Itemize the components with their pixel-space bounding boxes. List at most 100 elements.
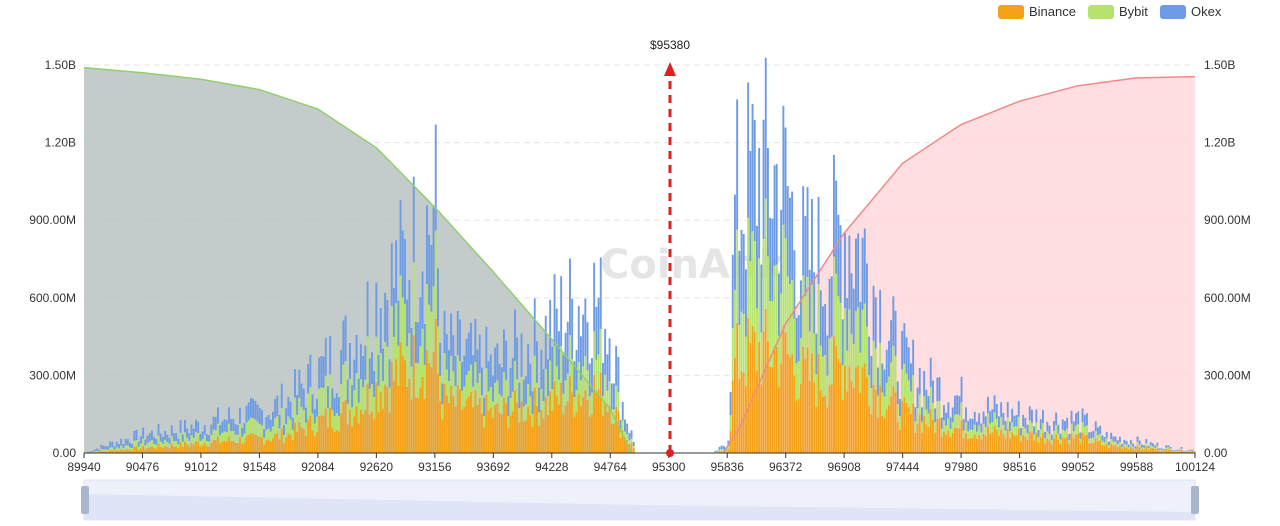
bar-segment-okex — [410, 328, 413, 367]
bar-segment-binance — [1147, 449, 1150, 453]
bar-segment-bybit — [542, 401, 545, 419]
bar-segment-okex — [731, 254, 734, 329]
bar-segment-bybit — [302, 410, 305, 429]
zoom-slider-left-handle[interactable] — [81, 486, 89, 514]
bar-segment-binance — [263, 444, 266, 453]
bar-segment-bybit — [771, 301, 774, 368]
bar-segment-bybit — [1105, 438, 1108, 444]
bar-segment-okex — [905, 337, 908, 374]
bar-segment-binance — [533, 387, 536, 453]
bar-segment-bybit — [311, 413, 314, 431]
bar-segment-bybit — [397, 345, 400, 386]
bar-segment-okex — [1013, 415, 1016, 427]
x-tick-label: 100124 — [1175, 460, 1215, 474]
bar-segment-binance — [1075, 434, 1077, 453]
bar-segment-okex — [223, 419, 226, 432]
bar-segment-binance — [762, 331, 765, 453]
bar-segment-bybit — [201, 439, 204, 446]
bar-segment-okex — [342, 320, 345, 365]
zoom-slider-right-handle[interactable] — [1191, 486, 1199, 514]
bar-segment-bybit — [232, 431, 235, 441]
legend-item-binance[interactable]: Binance — [998, 4, 1076, 19]
bar-segment-binance — [980, 439, 983, 453]
bar-segment-bybit — [111, 447, 114, 451]
bar-segment-okex — [1017, 401, 1020, 417]
bar-segment-binance — [228, 436, 230, 453]
bar-segment-okex — [1033, 426, 1036, 435]
bar-segment-binance — [998, 435, 1000, 453]
bar-segment-binance — [1013, 435, 1016, 453]
y-tick-label-right: 600.00M — [1204, 291, 1251, 305]
bar-segment-bybit — [1013, 426, 1016, 436]
bar-segment-okex — [615, 346, 618, 386]
bar-segment-binance — [364, 409, 367, 453]
bar-segment-okex — [362, 356, 365, 388]
x-tick-label: 97444 — [886, 460, 920, 474]
bar-segment-okex — [1061, 419, 1064, 430]
bar-segment-bybit — [505, 379, 508, 404]
bar-segment-binance — [571, 392, 574, 453]
bar-segment-bybit — [837, 296, 840, 360]
bar-segment-bybit — [217, 423, 219, 437]
x-tick-label: 93692 — [477, 460, 511, 474]
bar-segment-bybit — [1011, 422, 1014, 433]
bar-segment-binance — [1094, 438, 1097, 453]
bar-segment-okex — [175, 433, 178, 441]
bar-segment-okex — [718, 446, 721, 450]
bar-segment-binance — [256, 435, 259, 453]
zoom-slider[interactable] — [81, 479, 1199, 521]
bar-segment-okex — [434, 124, 437, 231]
bar-segment-okex — [298, 369, 301, 398]
bar-segment-okex — [1015, 415, 1018, 427]
bar-segment-bybit — [203, 435, 206, 443]
x-tick-label: 92084 — [301, 460, 335, 474]
bar-segment-okex — [943, 405, 945, 421]
bar-segment-okex — [789, 197, 791, 285]
bar-segment-okex — [267, 415, 270, 429]
bar-segment-okex — [518, 382, 521, 408]
bar-segment-okex — [349, 342, 351, 379]
bar-segment-okex — [527, 344, 530, 384]
bar-segment-bybit — [450, 355, 453, 386]
bar-segment-bybit — [1149, 445, 1152, 448]
bar-segment-bybit — [626, 434, 629, 440]
bar-segment-okex — [368, 358, 371, 389]
bar-segment-okex — [1022, 414, 1025, 427]
bar-segment-okex — [1191, 449, 1194, 451]
bar-segment-okex — [399, 200, 402, 276]
bar-segment-binance — [386, 387, 389, 453]
bar-segment-okex — [536, 341, 538, 383]
bar-segment-bybit — [588, 396, 591, 417]
bar-segment-bybit — [872, 341, 875, 386]
bar-segment-binance — [366, 383, 369, 453]
bar-segment-binance — [203, 442, 206, 453]
bar-segment-bybit — [470, 364, 472, 392]
bar-segment-binance — [830, 384, 833, 453]
bar-segment-okex — [914, 407, 917, 422]
bar-segment-okex — [828, 278, 831, 339]
bar-segment-bybit — [1165, 447, 1168, 450]
bar-segment-bybit — [912, 375, 915, 404]
bar-segment-binance — [555, 395, 558, 453]
bar-segment-binance — [329, 407, 332, 453]
bar-segment-okex — [415, 322, 417, 363]
bar-segment-bybit — [819, 345, 822, 391]
bar-segment-okex — [375, 282, 378, 337]
bar-segment-okex — [808, 269, 811, 332]
y-tick-label-left: 1.50B — [45, 58, 76, 72]
legend-item-bybit[interactable]: Bybit — [1088, 4, 1148, 19]
bar-segment-okex — [516, 337, 519, 379]
bar-segment-binance — [1189, 451, 1192, 453]
bar-segment-bybit — [417, 363, 420, 398]
bar-segment-okex — [432, 207, 435, 287]
legend-item-okex[interactable]: Okex — [1160, 4, 1222, 19]
bar-segment-binance — [806, 348, 809, 453]
bar-segment-bybit — [824, 355, 827, 396]
bar-segment-bybit — [357, 402, 360, 424]
bar-segment-bybit — [529, 396, 532, 416]
bar-segment-okex — [934, 408, 937, 423]
bar-segment-binance — [120, 449, 123, 453]
bar-segment-okex — [747, 82, 750, 218]
bar-segment-bybit — [296, 414, 299, 432]
bar-segment-okex — [333, 398, 336, 417]
